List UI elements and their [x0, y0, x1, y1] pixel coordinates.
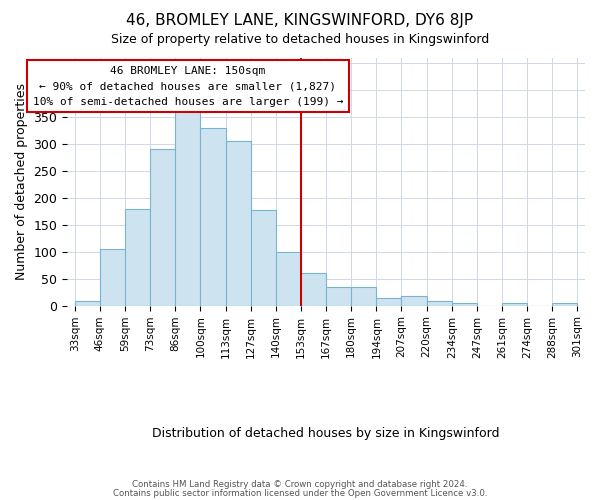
- Text: Size of property relative to detached houses in Kingswinford: Size of property relative to detached ho…: [111, 32, 489, 46]
- Bar: [175, 109, 200, 306]
- Bar: [226, 141, 251, 306]
- Bar: [150, 149, 175, 306]
- Bar: [200, 128, 226, 306]
- Bar: [74, 302, 100, 306]
- Bar: [427, 302, 452, 306]
- Text: 46 BROMLEY LANE: 150sqm
← 90% of detached houses are smaller (1,827)
10% of semi: 46 BROMLEY LANE: 150sqm ← 90% of detache…: [32, 66, 343, 107]
- Y-axis label: Number of detached properties: Number of detached properties: [15, 83, 28, 280]
- Text: 46, BROMLEY LANE, KINGSWINFORD, DY6 8JP: 46, BROMLEY LANE, KINGSWINFORD, DY6 8JP: [127, 12, 473, 28]
- Bar: [351, 287, 376, 306]
- Bar: [376, 298, 401, 306]
- Bar: [553, 303, 577, 306]
- Bar: [326, 287, 351, 306]
- Bar: [276, 252, 301, 306]
- Bar: [502, 303, 527, 306]
- Bar: [100, 249, 125, 306]
- X-axis label: Distribution of detached houses by size in Kingswinford: Distribution of detached houses by size …: [152, 427, 500, 440]
- Bar: [251, 210, 276, 306]
- Text: Contains public sector information licensed under the Open Government Licence v3: Contains public sector information licen…: [113, 488, 487, 498]
- Bar: [401, 296, 427, 306]
- Bar: [125, 208, 150, 306]
- Bar: [301, 274, 326, 306]
- Bar: [452, 303, 477, 306]
- Text: Contains HM Land Registry data © Crown copyright and database right 2024.: Contains HM Land Registry data © Crown c…: [132, 480, 468, 489]
